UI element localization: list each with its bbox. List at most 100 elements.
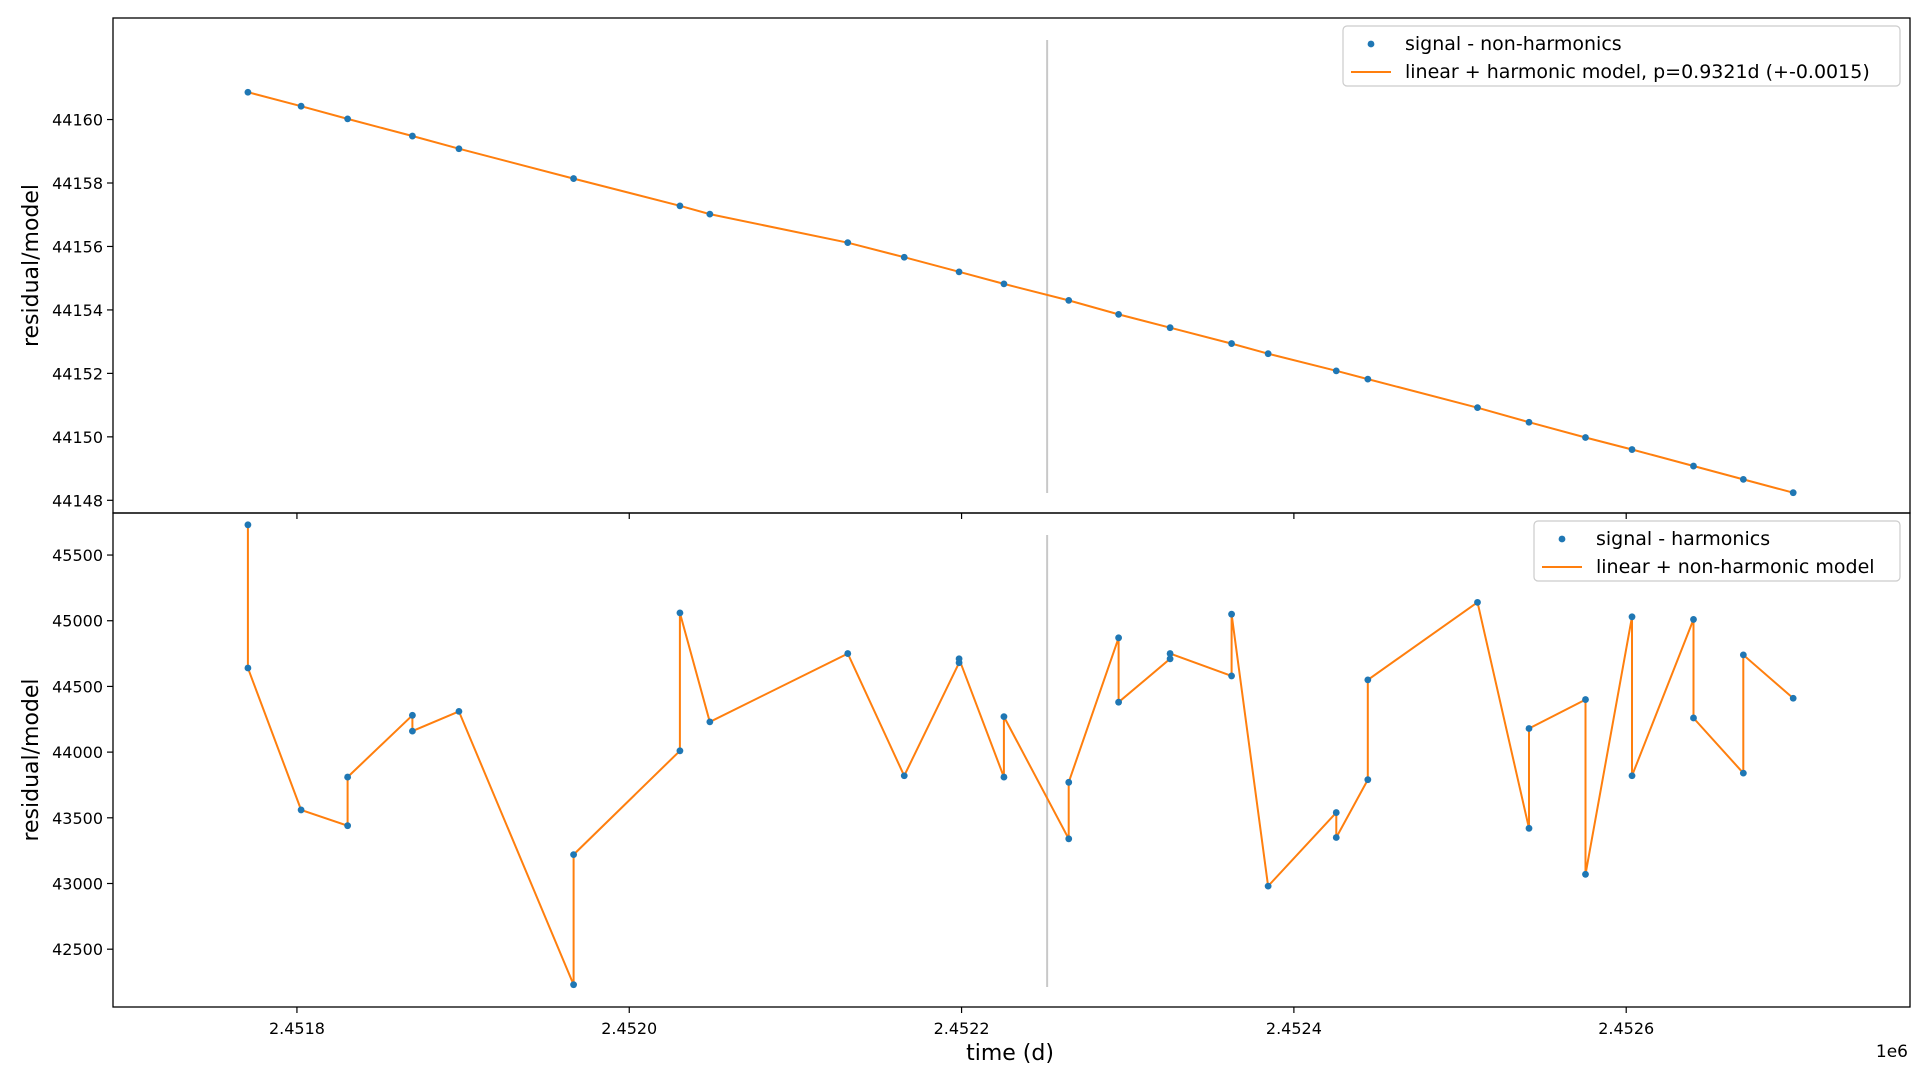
y-tick-label: 44158	[52, 174, 103, 193]
legend: signal - non-harmonics linear + harmonic …	[1342, 25, 1901, 87]
data-point	[1690, 462, 1697, 470]
data-point	[676, 609, 684, 617]
data-point	[1228, 672, 1235, 680]
data-point	[570, 851, 577, 858]
data-point	[1582, 434, 1589, 441]
panel-1: 44148 44150 44152 44154 44156 44158 44160 resid…	[19, 17, 1911, 519]
data-point	[1525, 824, 1533, 832]
panel-2: 42500 43000 43500 44000 44500 45000 45500 2.451…	[19, 512, 1911, 1038]
data-point	[344, 115, 352, 123]
data-point	[297, 806, 305, 814]
data-point	[1065, 835, 1073, 843]
y-axis-label: residual/model	[19, 184, 44, 347]
data-point	[1166, 650, 1174, 657]
plot-panels: 44148 44150 44152 44154 44156 44158 44160 resid…	[19, 17, 1911, 1038]
axes-frame	[112, 512, 1911, 1008]
data-point	[1115, 698, 1122, 706]
y-tick-label: 44156	[52, 237, 103, 256]
legend-label: signal - harmonics	[1596, 528, 1770, 550]
y-tick-label: 44000	[52, 743, 103, 762]
y-tick-label: 45500	[52, 546, 103, 565]
y-tick-label: 43000	[52, 875, 103, 894]
legend-marker-scatter	[1558, 535, 1566, 543]
data-point	[900, 772, 908, 780]
legend-box	[1533, 520, 1901, 582]
data-point	[1332, 834, 1340, 841]
legend-label: linear + harmonic model, p=0.9321d (+-0.…	[1405, 61, 1870, 83]
data-point	[570, 175, 577, 182]
data-point	[1364, 676, 1372, 684]
data-point	[1474, 404, 1481, 412]
data-point	[1115, 310, 1122, 318]
x-axis-label: time (d)	[966, 1041, 1054, 1066]
data-point	[409, 711, 416, 719]
data-point	[1228, 340, 1235, 347]
data-point	[1582, 696, 1589, 703]
data-point	[1264, 350, 1272, 358]
data-point	[955, 655, 963, 663]
data-point	[844, 650, 852, 657]
data-point	[1364, 776, 1372, 784]
data-point	[1690, 714, 1697, 722]
x-tick-label: 2.4524	[1266, 1019, 1322, 1038]
x-tick-label: 2.4526	[1598, 1019, 1654, 1038]
data-point	[409, 132, 416, 140]
y-tick-label: 45000	[52, 612, 103, 631]
data-point	[1264, 882, 1272, 890]
y-tick-label: 42500	[52, 940, 103, 959]
y-tick-label: 44160	[52, 111, 103, 130]
data-point	[1739, 475, 1747, 483]
data-point	[706, 718, 714, 726]
data-point	[344, 822, 352, 830]
data-point	[706, 210, 714, 218]
y-tick-label: 44154	[52, 301, 103, 320]
data-point	[1364, 375, 1372, 383]
data-point	[1000, 713, 1008, 721]
data-point	[1690, 616, 1697, 623]
data-point	[676, 202, 684, 210]
y-tick-label: 44150	[52, 428, 103, 447]
data-point	[1332, 809, 1340, 816]
data-point	[1228, 610, 1235, 618]
data-point	[455, 145, 463, 153]
data-point	[1065, 778, 1073, 786]
data-point	[900, 253, 908, 261]
data-point	[1628, 446, 1636, 453]
legend-marker-scatter	[1367, 40, 1375, 48]
y-tick-label: 44152	[52, 364, 103, 383]
data-point	[244, 664, 252, 672]
data-point	[1739, 769, 1747, 777]
data-point	[1166, 324, 1174, 332]
x-tick-label: 2.4522	[934, 1019, 990, 1038]
x-tick-label: 2.4520	[601, 1019, 657, 1038]
y-axis-label: residual/model	[19, 678, 44, 841]
data-point	[1582, 870, 1589, 878]
data-point	[1789, 694, 1797, 702]
data-point	[676, 747, 684, 755]
data-point	[344, 773, 352, 781]
data-point	[1065, 297, 1073, 304]
legend-label: signal - non-harmonics	[1405, 33, 1622, 55]
model-line	[247, 91, 1794, 494]
x-tick-label: 2.4518	[269, 1019, 325, 1038]
data-point	[244, 521, 252, 529]
data-point	[1789, 489, 1797, 497]
legend: signal - harmonics linear + non-harmonic …	[1533, 520, 1901, 582]
x-offset-label: 1e6	[1876, 1042, 1908, 1062]
data-point	[1628, 772, 1636, 780]
data-point	[1628, 613, 1636, 621]
legend-box	[1342, 25, 1901, 87]
legend-label: linear + non-harmonic model	[1596, 556, 1875, 578]
data-point	[1739, 651, 1747, 659]
data-point	[409, 727, 416, 735]
y-tick-label: 44500	[52, 677, 103, 696]
data-point	[1525, 418, 1533, 426]
data-point	[1474, 598, 1481, 606]
data-point	[955, 268, 963, 276]
y-tick-label: 43500	[52, 809, 103, 828]
data-point	[1000, 280, 1008, 288]
data-point	[1000, 773, 1008, 781]
data-point	[1166, 655, 1174, 663]
data-point	[1332, 367, 1340, 375]
